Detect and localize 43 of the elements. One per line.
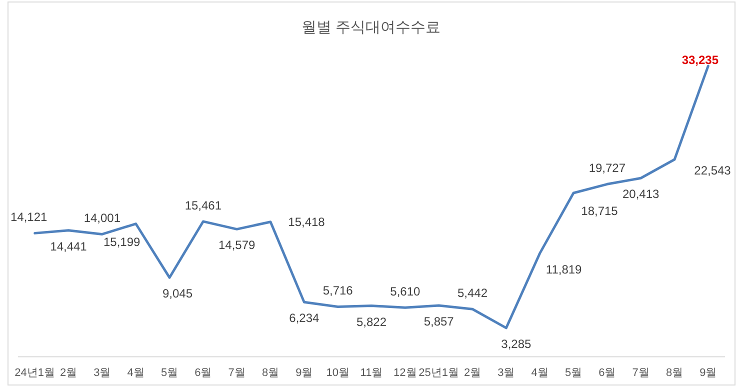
data-label: 15,199 <box>103 234 141 249</box>
x-tick-label: 5월 <box>160 367 178 379</box>
data-label: 5,610 <box>390 284 421 299</box>
data-label: 18,715 <box>581 204 618 218</box>
x-tick-label: 5월 <box>564 367 582 379</box>
data-label: 5,716 <box>322 284 354 298</box>
x-tick-label: 7월 <box>632 367 650 379</box>
x-tick-label: 24년1월 <box>14 367 56 379</box>
data-label: 14,579 <box>218 238 256 252</box>
data-label: 5,822 <box>356 314 387 329</box>
x-tick-label: 3월 <box>498 367 515 379</box>
x-tick-label: 11월 <box>360 367 383 379</box>
x-tick-label: 2월 <box>60 367 78 379</box>
data-label: 15,418 <box>288 214 326 229</box>
chart-title: 월별 주식대여수수료 <box>301 19 441 36</box>
x-tick-label: 12월 <box>394 367 417 379</box>
x-tick-label: 2월 <box>464 367 482 379</box>
data-label: 20,413 <box>622 187 660 202</box>
x-tick-label: 25년1월 <box>418 367 460 379</box>
data-label: 15,461 <box>184 198 222 212</box>
x-tick-label: 6월 <box>598 367 616 379</box>
data-label: 33,235 <box>682 53 719 67</box>
data-label: 5,442 <box>457 286 488 300</box>
x-tick-label: 10월 <box>326 367 350 379</box>
x-tick-label: 9월 <box>296 367 313 379</box>
data-label: 11,819 <box>546 262 582 276</box>
x-tick-label: 4월 <box>127 367 144 379</box>
x-tick-label: 9월 <box>700 367 717 379</box>
x-tick-label: 8월 <box>262 367 280 379</box>
data-label: 22,543 <box>694 164 732 178</box>
data-label: 5,857 <box>424 314 454 328</box>
x-tick-label: 3월 <box>94 367 111 379</box>
data-label: 19,727 <box>588 161 626 176</box>
x-tick-label: 4월 <box>531 367 548 379</box>
data-label: 9,045 <box>162 286 193 301</box>
data-label: 6,234 <box>289 311 320 326</box>
data-label: 14,121 <box>10 210 48 224</box>
x-tick-label: 8월 <box>666 367 684 379</box>
data-label: 14,001 <box>84 211 121 226</box>
x-tick-label: 6월 <box>194 367 212 379</box>
data-label: 14,441 <box>50 239 88 254</box>
data-label: 3,285 <box>501 336 532 351</box>
x-tick-label: 7월 <box>228 367 246 379</box>
